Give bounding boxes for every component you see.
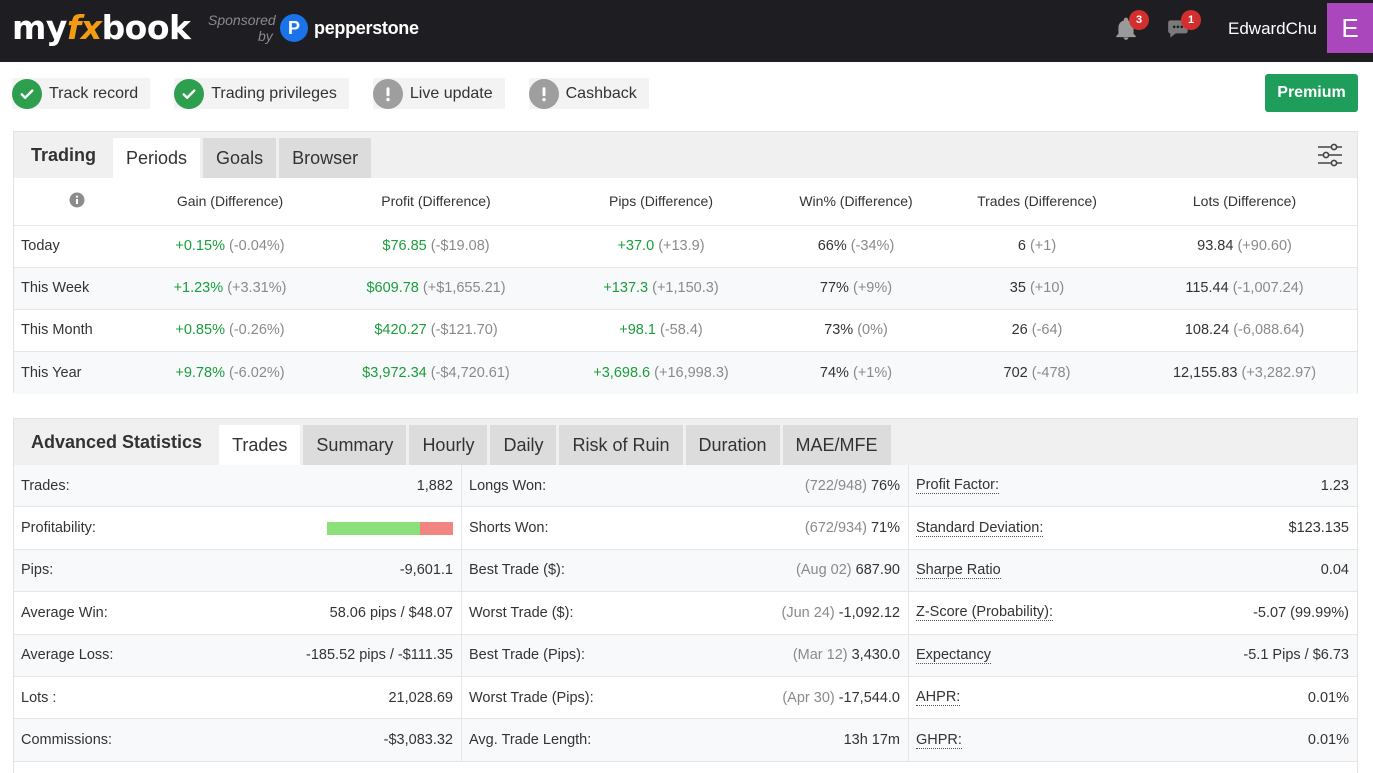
top-navbar: myfxbook Sponsored by P pepperstone 3 1 … — [0, 0, 1373, 62]
periods-table: Gain (Difference) Profit (Difference) Pi… — [14, 178, 1357, 394]
settings-sliders-icon[interactable] — [1317, 143, 1343, 167]
username-label[interactable]: EdwardChu — [1228, 19, 1317, 38]
advanced-statistics-panel: Advanced Statistics Trades Summary Hourl… — [13, 418, 1358, 773]
stat-row: Average Loss: -185.52 pips / -$111.35 — [14, 634, 461, 677]
tab-browser[interactable]: Browser — [279, 138, 372, 178]
messages-chat-icon[interactable]: 1 — [1165, 10, 1201, 44]
stats-column-2: Longs Won: (722/948) 76% Shorts Won: (672/9… — [461, 465, 908, 762]
stat-row: Sharpe Ratio 0.04 — [909, 549, 1357, 593]
col-profit[interactable]: Profit (Difference) — [320, 178, 552, 226]
ghpr-tooltip-label[interactable]: GHPR: — [916, 731, 962, 749]
stats-column-3: Profit Factor: 1.23 Standard Deviation: $1… — [908, 465, 1357, 762]
stat-row: Expectancy -5.1 Pips / $6.73 — [909, 634, 1357, 677]
info-icon[interactable] — [14, 178, 140, 226]
tab-trades[interactable]: Trades — [219, 425, 301, 465]
std-dev-tooltip-label[interactable]: Standard Deviation: — [916, 519, 1044, 537]
advanced-stats-grid: Trades: 1,882 Profitability: Pips: -9,601.… — [14, 465, 1357, 762]
notifications-bell-icon[interactable]: 3 — [1113, 10, 1149, 44]
pepperstone-icon: P — [280, 14, 308, 42]
profitability-bar — [327, 521, 453, 535]
stat-row: GHPR: 0.01% — [909, 719, 1357, 762]
advanced-panel-title: Advanced Statistics — [31, 431, 203, 452]
profitability-loss-segment — [420, 521, 453, 535]
col-gain[interactable]: Gain (Difference) — [140, 178, 320, 226]
col-pips[interactable]: Pips (Difference) — [552, 178, 770, 226]
tab-hourly[interactable]: Hourly — [409, 425, 488, 465]
stat-row: AHPR: 0.01% — [909, 677, 1357, 720]
exclamation-circle-icon — [528, 78, 559, 109]
stats-column-1: Trades: 1,882 Profitability: Pips: -9,601.… — [14, 465, 461, 762]
status-live-update: Live update — [372, 78, 505, 109]
advanced-tabbar: Advanced Statistics Trades Summary Hourl… — [14, 419, 1357, 465]
profitability-win-segment — [327, 521, 421, 535]
stat-row: Commissions: -$3,083.32 — [14, 719, 461, 762]
tab-summary[interactable]: Summary — [303, 425, 407, 465]
status-trading-privileges: Trading privileges — [174, 78, 349, 109]
stat-row: Standard Deviation: $123.135 — [909, 507, 1357, 550]
period-row-today: Today +0.15% (-0.04%) $76.85 (-$19.08) +… — [14, 225, 1357, 268]
stat-row: Best Trade ($): (Aug 02) 687.90 — [462, 549, 908, 593]
period-row-this-week: This Week +1.23% (+3.31%) $609.78 (+$1,6… — [14, 267, 1357, 310]
status-track-record: Track record — [12, 78, 151, 109]
stat-row: Shorts Won: (672/934) 71% — [462, 507, 908, 550]
stat-row: Z-Score (Probability): -5.07 (99.99%) — [909, 592, 1357, 635]
premium-button[interactable]: Premium — [1265, 74, 1358, 112]
notifications-count-badge: 3 — [1129, 10, 1149, 30]
tab-periods[interactable]: Periods — [113, 138, 201, 178]
period-row-this-month: This Month +0.85% (-0.26%) $420.27 (-$12… — [14, 309, 1357, 352]
myfxbook-logo[interactable]: myfxbook — [12, 8, 191, 47]
account-status-row: Track record Trading privileges Live upd… — [12, 78, 649, 110]
ahpr-tooltip-label[interactable]: AHPR: — [916, 689, 961, 707]
stat-row: Average Win: 58.06 pips / $48.07 — [14, 592, 461, 635]
exclamation-circle-icon — [372, 78, 403, 109]
stat-row: Profitability: — [14, 507, 461, 550]
col-lots[interactable]: Lots (Difference) — [1132, 178, 1357, 226]
col-win[interactable]: Win% (Difference) — [770, 178, 942, 226]
expectancy-tooltip-label[interactable]: Expectancy — [916, 646, 991, 664]
stat-row: Avg. Trade Length: 13h 17m — [462, 719, 908, 762]
periods-header-row: Gain (Difference) Profit (Difference) Pi… — [14, 178, 1357, 226]
col-trades[interactable]: Trades (Difference) — [942, 178, 1132, 226]
period-row-this-year: This Year +9.78% (-6.02%) $3,972.34 (-$4… — [14, 351, 1357, 394]
check-circle-icon — [174, 78, 205, 109]
trading-tabbar: Trading Periods Goals Browser — [14, 132, 1357, 178]
trading-periods-panel: Trading Periods Goals Browser Gain (Diff… — [13, 131, 1358, 394]
profit-factor-tooltip-label[interactable]: Profit Factor: — [916, 477, 999, 495]
messages-count-badge: 1 — [1181, 10, 1201, 30]
stat-row: Worst Trade ($): (Jun 24) -1,092.12 — [462, 592, 908, 635]
status-cashback: Cashback — [528, 78, 649, 109]
trading-panel-title: Trading — [31, 144, 97, 165]
stat-row: Best Trade (Pips): (Mar 12) 3,430.0 — [462, 634, 908, 677]
sponsored-by-label: Sponsored by — [208, 12, 276, 44]
zscore-tooltip-label[interactable]: Z-Score (Probability): — [916, 604, 1053, 622]
stat-row: Longs Won: (722/948) 76% — [462, 465, 908, 508]
pepperstone-logo[interactable]: P pepperstone — [280, 14, 419, 42]
stat-row: Worst Trade (Pips): (Apr 30) -17,544.0 — [462, 677, 908, 720]
check-circle-icon — [12, 78, 42, 109]
tab-goals[interactable]: Goals — [203, 138, 277, 178]
tab-mae-mfe[interactable]: MAE/MFE — [782, 425, 891, 465]
tab-daily[interactable]: Daily — [490, 425, 557, 465]
sharpe-tooltip-label[interactable]: Sharpe Ratio — [916, 561, 1001, 579]
tab-risk-of-ruin[interactable]: Risk of Ruin — [559, 425, 683, 465]
tab-duration[interactable]: Duration — [685, 425, 780, 465]
user-avatar[interactable]: E — [1327, 3, 1373, 53]
stat-row: Pips: -9,601.1 — [14, 549, 461, 593]
stat-row: Trades: 1,882 — [14, 465, 461, 508]
stat-row: Profit Factor: 1.23 — [909, 465, 1357, 508]
stat-row: Lots :21,028.69 — [14, 677, 461, 720]
